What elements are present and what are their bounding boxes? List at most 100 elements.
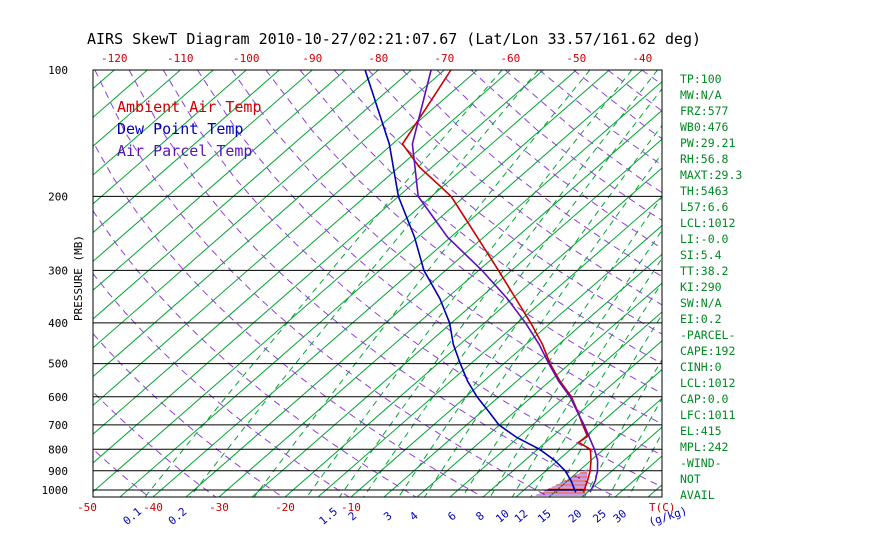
stat-line: TT:38.2 (680, 264, 729, 278)
isotherm-line (416, 282, 662, 497)
isotherm-line (93, 70, 247, 205)
stat-line: RH:56.8 (680, 152, 729, 166)
dry-adiabat-line (93, 448, 150, 497)
isotherm-line (515, 368, 662, 497)
isotherm-line (251, 138, 662, 497)
mixing-ratio-line (253, 70, 591, 497)
legend-dew-point-temp: Dew Point Temp (117, 120, 244, 138)
isotherm-line (93, 70, 379, 320)
stat-line: L57:6.6 (680, 200, 729, 214)
mixing-ratio-tick-label: 20 (566, 507, 585, 525)
top-temp-tick-label: -100 (233, 52, 260, 65)
mixing-ratio-line (189, 70, 539, 497)
mixing-ratio-line (144, 70, 503, 497)
stats-panel: TP:100 MW:N/A FRZ:577 WB0:476 PW:29.21 RH:56.… (680, 71, 742, 503)
isotherm-line (0, 70, 81, 497)
mixing-ratio-line (398, 124, 662, 497)
isotherm-line (449, 311, 662, 497)
legend-ambient-air-temp: Ambient Air Temp (117, 98, 262, 116)
isotherm-line (614, 455, 662, 497)
pressure-tick-label: 200 (48, 190, 68, 203)
isotherm-line (93, 70, 544, 464)
isotherm-line (383, 253, 662, 497)
stat-line: TH:5463 (680, 184, 729, 198)
dry-adiabat-line (265, 70, 662, 394)
stat-line: PW:29.21 (680, 136, 736, 150)
stat-line: WB0:476 (680, 120, 729, 134)
isotherm-line (317, 196, 662, 497)
stat-line: TP:100 (680, 72, 722, 86)
isotherm-line (93, 70, 115, 90)
isotherm-line (350, 224, 662, 497)
isotherm-line (93, 70, 445, 378)
bottom-temp-tick-label: -20 (275, 501, 295, 514)
top-temp-tick-label: -50 (566, 52, 586, 65)
stat-line: EI:0.2 (680, 312, 722, 326)
mixing-ratio-line (583, 358, 662, 497)
isotherm-line (93, 70, 577, 493)
mixing-ratio-tick-label: 4 (407, 509, 421, 523)
stat-line: LFC:1011 (680, 408, 736, 422)
dry-adiabat-line (197, 70, 662, 456)
isotherm-line (218, 109, 662, 497)
stat-line: MW:N/A (680, 88, 722, 102)
stat-line: -PARCEL- (680, 328, 736, 342)
mixing-ratio-tick-label: 12 (512, 507, 531, 525)
pressure-tick-label: 300 (48, 264, 68, 277)
mixing-ratio-tick-label: 3 (381, 509, 394, 523)
top-temp-tick-label: -60 (500, 52, 520, 65)
stat-line: CAPE:192 (680, 344, 736, 358)
air-parcel-temp-curve (411, 69, 599, 493)
mixing-ratio-tick-label: 0.2 (166, 505, 190, 528)
mixing-ratio-tick-label: 0.1 (121, 505, 145, 528)
top-temp-tick-label: -110 (167, 52, 194, 65)
dry-adiabat-line (470, 70, 662, 221)
mixing-ratio-tick-label: 15 (535, 507, 554, 525)
isotherm-line (93, 70, 412, 349)
stat-line: MAXT:29.3 (680, 168, 743, 182)
pressure-tick-label: 700 (48, 419, 68, 432)
isotherm-line (93, 70, 511, 435)
isotherm-line (284, 167, 662, 497)
top-temp-tick-label: -90 (302, 52, 322, 65)
pressure-tick-label: 400 (48, 317, 68, 330)
mixing-ratio-line (628, 432, 662, 497)
stat-line: LCL:1012 (680, 216, 736, 230)
isotherm-line (119, 70, 610, 497)
chart-background-lines (0, 70, 662, 497)
mixing-ratio-tick-label: 10 (493, 507, 512, 525)
top-temp-tick-label: -70 (434, 52, 454, 65)
top-temp-tick-label: -40 (632, 52, 652, 65)
dry-adiabat-line (641, 70, 662, 86)
legend-air-parcel-temp: Air Parcel Temp (117, 142, 253, 160)
plot-border (92, 69, 663, 498)
isotherm-line (152, 70, 643, 497)
mixing-ratio-line (423, 152, 662, 497)
mixing-ratio-tick-label: 30 (611, 507, 630, 525)
stat-line: AVAIL (680, 488, 715, 502)
pressure-tick-label: 600 (48, 391, 68, 404)
stat-line: LCL:1012 (680, 376, 736, 390)
isotherm-line (93, 70, 313, 263)
mixing-ratio-tick-label: 8 (473, 509, 486, 523)
pressure-tick-label: 800 (48, 443, 68, 456)
dry-adiabat-line (93, 140, 484, 497)
isotherm-line (548, 397, 662, 497)
stat-line: EL:415 (680, 424, 722, 438)
dry-adiabat-line (299, 70, 662, 365)
bottom-temp-tick-label: -30 (209, 501, 229, 514)
dry-adiabat-line (94, 70, 551, 497)
stat-line: -WIND- (680, 456, 722, 470)
isotherm-line (0, 70, 48, 497)
stat-line: SI:5.4 (680, 248, 722, 262)
chart-title: AIRS SkewT Diagram 2010-10-27/02:21:07.6… (87, 30, 702, 48)
pressure-tick-label: 900 (48, 465, 68, 478)
pressure-tick-label: 500 (48, 358, 68, 371)
top-temp-tick-label: -120 (101, 52, 128, 65)
pressure-tick-label: 100 (48, 64, 68, 77)
stat-line: MPL:242 (680, 440, 729, 454)
dew-point-temp-curve (364, 69, 577, 493)
ambient-air-temp-curve (401, 69, 592, 493)
mixing-ratio-line (511, 257, 662, 497)
stat-line: LI:-0.0 (680, 232, 729, 246)
